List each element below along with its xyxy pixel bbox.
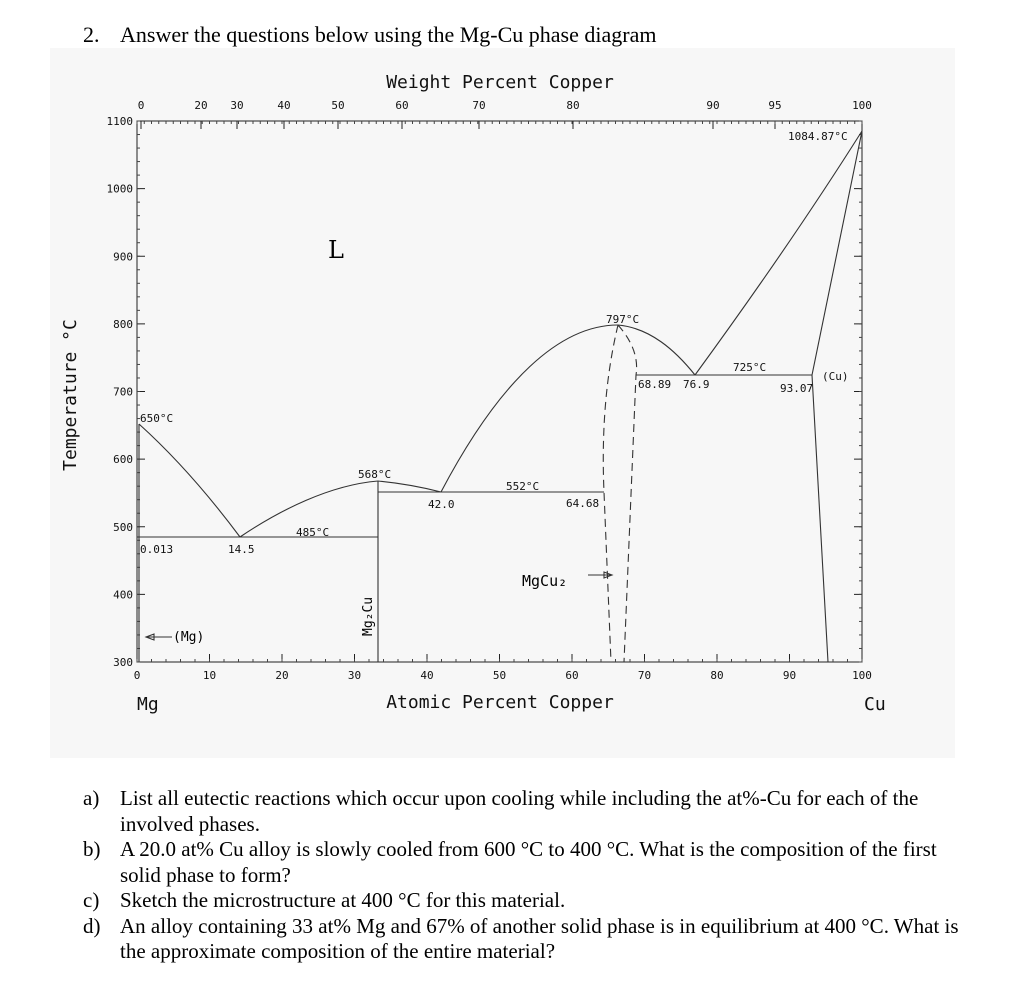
diagram-background [50, 48, 955, 758]
x-tick-label: 80 [710, 669, 723, 682]
liquidus-line [694, 130, 863, 376]
top-tick-label: 90 [706, 99, 719, 112]
arrow [144, 633, 172, 641]
top-tick-label: 70 [472, 99, 485, 112]
question-text: A 20.0 at% Cu alloy is slowly cooled fro… [120, 837, 937, 887]
temp-label: 552°C [506, 480, 539, 493]
question-title: Answer the questions below using the Mg-… [120, 22, 656, 47]
question: a) List all eutectic reactions which occu… [83, 786, 963, 837]
y-tick-label: 800 [113, 318, 133, 331]
element-label: Cu [864, 694, 886, 715]
eutectic-line [137, 374, 812, 538]
x-tick-label: 70 [638, 669, 651, 682]
phase-label: L [328, 236, 344, 264]
comp-label: 0.013 [140, 543, 173, 556]
x-tick-label: 20 [275, 669, 288, 682]
comp-label: 14.5 [228, 543, 255, 556]
y-tick-label: 1000 [107, 183, 134, 196]
comp-label: 68.89 [638, 378, 671, 391]
temp-label: 650°C [140, 412, 173, 425]
y-tick-label: 500 [113, 521, 133, 534]
phase-label: (Cu) [822, 370, 849, 383]
x-tick-label: 10 [203, 669, 216, 682]
top-tick-label: 100 [852, 99, 872, 112]
phase-label: MgCu₂ [522, 572, 567, 590]
phase-label: Mg₂Cu [361, 597, 376, 636]
x-tick-label: 30 [348, 669, 361, 682]
top-tick-label: 30 [230, 99, 243, 112]
temp-label: 725°C [733, 361, 766, 374]
temp-label: 568°C [358, 468, 391, 481]
top-tick-label: 0 [138, 99, 145, 112]
temp-label: 797°C [606, 313, 639, 326]
y-tick-label: 300 [113, 656, 133, 669]
x-tick-label: 90 [783, 669, 796, 682]
x-tick-label: 60 [565, 669, 578, 682]
question: d) An alloy containing 33 at% Mg and 67% … [83, 914, 963, 965]
x-tick-label: 50 [493, 669, 506, 682]
liquidus-line [377, 480, 442, 493]
top-axis-title: Weight Percent Copper [386, 72, 614, 93]
top-tick-label: 95 [768, 99, 781, 112]
top-tick-label: 60 [395, 99, 408, 112]
ticks: 0 10 20 30 40 50 60 70 80 90 1000 20 30 40 50 60 70 80 90 9… [107, 99, 872, 682]
question-letter: d) [83, 913, 101, 938]
y-axis-title: Temperature °C [60, 319, 81, 471]
question-text: List all eutectic reactions which occur … [120, 786, 919, 836]
temp-label: 1084.87°C [788, 130, 848, 143]
x-tick-label: 40 [420, 669, 433, 682]
question-letter: b) [83, 837, 101, 861]
y-tick-label: 400 [113, 588, 133, 601]
question: c) Sketch the microstructure at 400 °C fo… [83, 888, 963, 914]
comp-label: 76.9 [683, 378, 710, 391]
liquidus-line [440, 324, 619, 493]
element-label: Mg [137, 694, 159, 715]
y-tick-label: 600 [113, 453, 133, 466]
top-tick-label: 20 [194, 99, 207, 112]
compound-range [602, 324, 638, 663]
comp-label: 64.68 [566, 497, 599, 510]
x-tick-label: 100 [852, 669, 872, 682]
question: b) A 20.0 at% Cu alloy is slowly cooled f… [83, 837, 963, 888]
top-tick-label: 40 [277, 99, 290, 112]
x-tick-label: 0 [134, 669, 141, 682]
liquidus-line [617, 324, 696, 376]
questions: a) List all eutectic reactions which occu… [83, 786, 963, 965]
phase-label: (Mg) [173, 630, 204, 645]
top-tick-label: 50 [331, 99, 344, 112]
y-tick-label: 1100 [107, 115, 134, 128]
phase-lines [137, 130, 863, 663]
arrow [588, 571, 614, 579]
question-number: 2. [83, 22, 100, 47]
liquidus-line [239, 480, 379, 538]
bottom-axis-title: Atomic Percent Copper [386, 692, 614, 713]
top-tick-label: 80 [566, 99, 579, 112]
question-text: An alloy containing 33 at% Mg and 67% of… [120, 913, 959, 964]
y-tick-label: 900 [113, 250, 133, 263]
comp-label: 93.07 [780, 382, 813, 395]
question-text: Sketch the microstructure at 400 °C for … [120, 888, 566, 912]
diagram: 2. Answer the questions below using the … [50, 22, 955, 758]
liquidus-line [138, 423, 241, 538]
comp-label: 42.0 [428, 498, 455, 511]
y-tick-label: 700 [113, 386, 133, 399]
question-letter: a) [83, 786, 100, 810]
temp-label: 485°C [296, 526, 329, 539]
question-letter: c) [83, 888, 100, 912]
